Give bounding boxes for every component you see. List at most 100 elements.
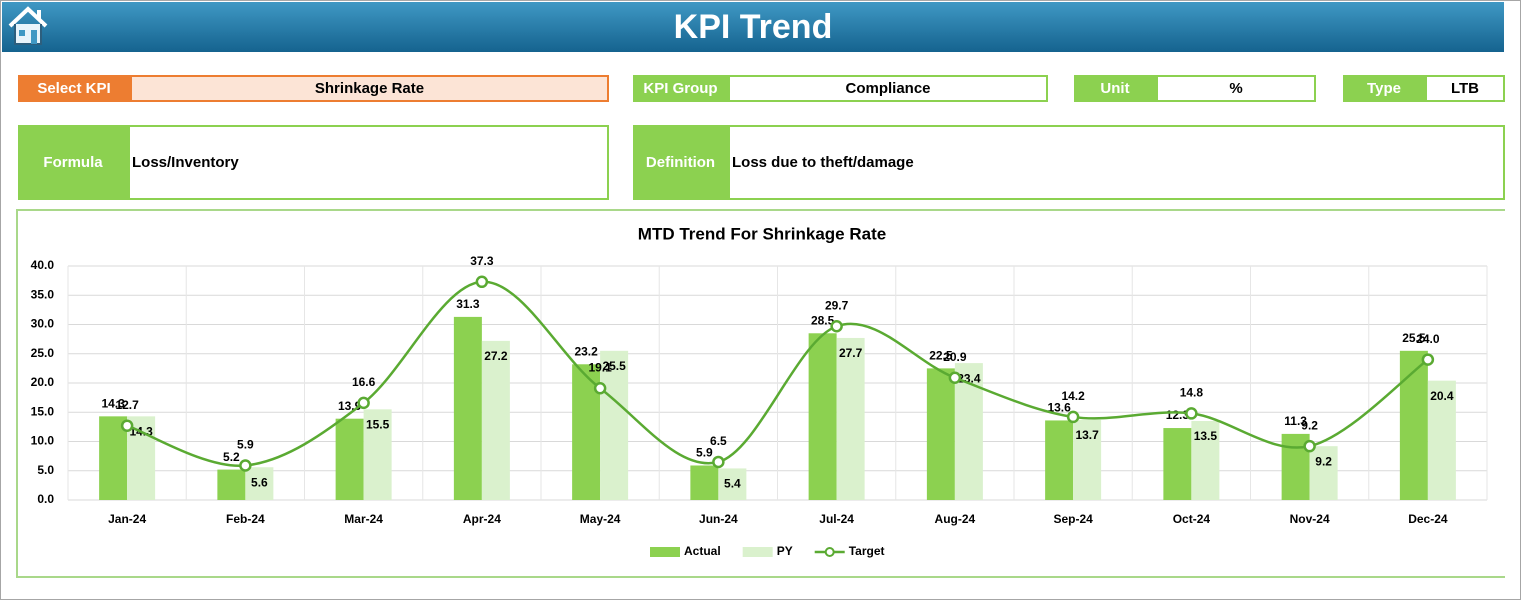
- data-label: 27.7: [839, 346, 863, 360]
- bar: [808, 333, 837, 500]
- x-tick-label: Dec-24: [1408, 512, 1448, 526]
- x-tick-label: Feb-24: [226, 512, 265, 526]
- line-marker: [475, 275, 489, 289]
- legend-swatch: [742, 547, 773, 557]
- data-label: 9.2: [1315, 454, 1332, 468]
- bar: [718, 468, 747, 500]
- field-value: %: [1156, 75, 1316, 102]
- data-label: 5.4: [724, 477, 741, 491]
- x-tick-label: Jun-24: [699, 512, 738, 526]
- data-label: 23.2: [574, 344, 598, 358]
- legend-swatch: [650, 547, 680, 557]
- y-tick-label: 0.0: [37, 492, 54, 506]
- data-label: 31.3: [456, 297, 480, 311]
- y-tick-label: 15.0: [31, 404, 55, 418]
- x-tick-label: Oct-24: [1173, 512, 1211, 526]
- data-label: 5.9: [237, 438, 254, 452]
- data-label: 5.2: [223, 450, 240, 464]
- line-marker: [1421, 353, 1435, 366]
- bar: [481, 340, 510, 500]
- data-label: 25.5: [1402, 331, 1426, 345]
- y-tick-label: 5.0: [37, 463, 54, 477]
- field-label: Type: [1343, 75, 1425, 102]
- data-label: 15.5: [366, 417, 390, 431]
- bar: [453, 316, 482, 500]
- data-label: 6.5: [710, 434, 727, 448]
- line-marker: [712, 455, 725, 469]
- bar: [1191, 421, 1220, 500]
- bar: [99, 416, 128, 500]
- data-label: 25.5: [602, 359, 626, 373]
- legend-label: Target: [849, 544, 885, 558]
- legend-marker: [824, 547, 835, 557]
- x-tick-label: May-24: [580, 512, 621, 526]
- line-marker: [1066, 410, 1080, 424]
- line-marker: [1185, 407, 1198, 420]
- x-tick-label: Nov-24: [1290, 512, 1330, 526]
- data-label: 37.3: [470, 254, 494, 268]
- chart-panel: [16, 209, 1505, 578]
- legend-label: PY: [777, 544, 793, 558]
- header-bar: KPI Trend: [2, 2, 1504, 52]
- data-label: 28.5: [811, 313, 835, 327]
- data-label: 27.2: [484, 349, 508, 363]
- data-label: 29.7: [825, 298, 849, 312]
- data-label: 22.5: [929, 349, 953, 363]
- bar: [363, 409, 392, 500]
- data-label: 5.6: [251, 475, 268, 489]
- bar: [1163, 428, 1192, 500]
- data-label: 13.5: [1194, 429, 1218, 443]
- chart-title: MTD Trend For Shrinkage Rate: [638, 224, 886, 243]
- y-tick-label: 20.0: [31, 375, 55, 389]
- bar: [1073, 419, 1102, 500]
- data-label: 12.7: [115, 398, 139, 412]
- y-tick-label: 10.0: [31, 434, 55, 448]
- field-label: Select KPI: [18, 75, 130, 102]
- field-value: Loss/Inventory: [128, 125, 609, 200]
- bar: [1427, 380, 1456, 500]
- y-tick-label: 30.0: [31, 317, 55, 331]
- legend-label: Actual: [684, 544, 721, 558]
- data-label: 13.7: [1075, 428, 1099, 442]
- field-value: LTB: [1425, 75, 1505, 102]
- data-label: 9.2: [1301, 418, 1318, 432]
- x-tick-label: Jan-24: [108, 512, 146, 526]
- x-tick-label: Apr-24: [463, 512, 501, 526]
- field-label: Definition: [633, 125, 728, 200]
- bar: [127, 416, 156, 500]
- bar: [335, 418, 364, 500]
- data-label: 14.3: [101, 397, 125, 411]
- y-tick-label: 25.0: [31, 346, 55, 360]
- data-label: 24.0: [1416, 332, 1440, 346]
- line-marker: [830, 320, 843, 333]
- x-tick-label: Jul-24: [819, 512, 854, 526]
- home-icon[interactable]: [6, 4, 50, 48]
- data-label: 14.8: [1180, 386, 1204, 400]
- kpi-select[interactable]: Shrinkage Rate: [130, 75, 609, 102]
- data-label: 20.9: [943, 350, 967, 364]
- line-marker: [120, 419, 134, 432]
- line-marker: [948, 371, 962, 384]
- bar: [1045, 420, 1074, 500]
- x-tick-label: Aug-24: [935, 512, 976, 526]
- data-label: 13.6: [1047, 401, 1071, 415]
- line-marker: [357, 396, 370, 410]
- bar: [1309, 446, 1338, 500]
- data-label: 19.1: [588, 360, 612, 374]
- line-marker: [1303, 439, 1316, 453]
- field-value: Compliance: [728, 75, 1048, 102]
- field-label: KPI Group: [633, 75, 728, 102]
- bar: [836, 337, 865, 500]
- data-label: 5.9: [696, 446, 713, 460]
- line-marker: [239, 459, 252, 472]
- field-label: Unit: [1074, 75, 1156, 102]
- page-title: KPI Trend: [673, 8, 833, 46]
- field-label: Formula: [18, 125, 128, 200]
- data-label: 14.2: [1061, 389, 1085, 403]
- bar: [245, 467, 274, 500]
- bar: [600, 350, 629, 500]
- bar: [217, 469, 246, 500]
- bar: [926, 368, 955, 500]
